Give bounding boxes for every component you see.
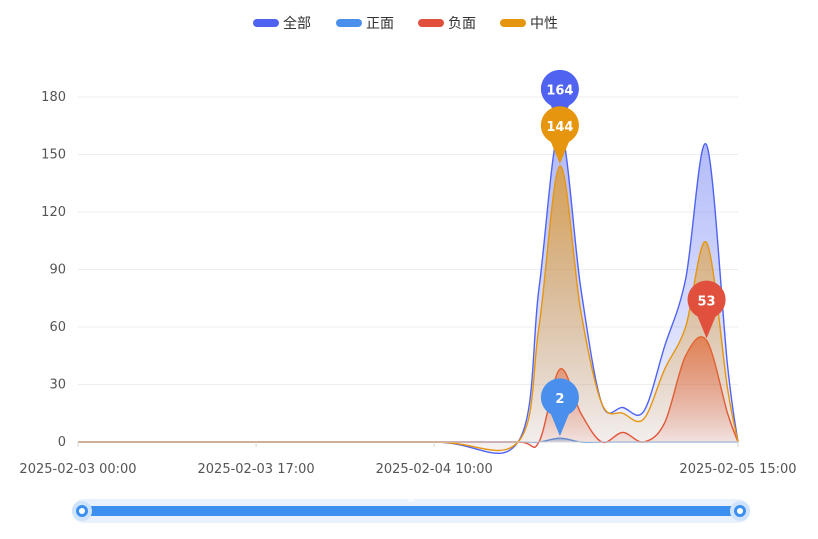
marker-pin[interactable]: 53: [687, 280, 726, 339]
legend[interactable]: 全部 正面 负面 中性: [253, 15, 558, 32]
series-layer: [78, 128, 739, 454]
x-tick-label: 2025-02-05 15:00: [679, 462, 796, 477]
legend-label: 中性: [530, 16, 558, 32]
marker-shape: [540, 106, 579, 164]
legend-item[interactable]: 全部: [253, 15, 311, 32]
y-tick-label: 30: [49, 378, 66, 393]
grid-lines: [78, 96, 738, 443]
y-tick-label: 60: [49, 320, 66, 335]
marker-pin[interactable]: 144: [540, 106, 579, 164]
marker-label: 164: [546, 84, 573, 99]
y-tick-label: 120: [41, 205, 66, 220]
x-tick-label: 2025-02-03 17:00: [198, 462, 315, 477]
data-zoom-slider[interactable]: [72, 498, 750, 523]
marker-pin[interactable]: 164: [540, 69, 579, 128]
markers-layer: 164 144 53 2: [540, 69, 726, 437]
legend-label: 正面: [366, 16, 394, 32]
legend-swatch: [336, 19, 362, 27]
legend-label: 全部: [283, 15, 311, 32]
series-area: [78, 129, 738, 454]
marker-shape: [687, 280, 726, 339]
y-tick-label: 150: [41, 148, 66, 163]
legend-item[interactable]: 负面: [418, 16, 476, 32]
legend-swatch: [253, 19, 279, 27]
zoom-range-bar[interactable]: [82, 506, 740, 516]
legend-item[interactable]: 中性: [500, 16, 558, 32]
marker-label: 53: [698, 294, 716, 309]
legend-item[interactable]: 正面: [336, 16, 394, 32]
series-line: [78, 128, 739, 454]
x-axis: 2025-02-03 00:00 2025-02-03 17:00 2025-02-…: [19, 441, 797, 477]
y-tick-label: 180: [41, 90, 66, 105]
legend-label: 负面: [448, 16, 476, 32]
series-line: [78, 165, 739, 452]
marker-pin[interactable]: 2: [540, 378, 579, 437]
marker-label: 144: [546, 120, 573, 135]
marker-shape: [540, 378, 579, 437]
y-tick-label: 0: [58, 435, 66, 450]
x-tick-label: 2025-02-04 10:00: [376, 462, 493, 477]
zoom-end-handle-dot: [737, 508, 743, 514]
x-tick-label: 2025-02-03 00:00: [19, 462, 136, 477]
zoom-start-handle-dot: [79, 508, 85, 514]
legend-swatch: [418, 19, 444, 27]
legend-swatch: [500, 19, 526, 27]
marker-shape: [540, 69, 579, 128]
y-axis: 0 30 60 90 120 150 180: [41, 90, 66, 450]
y-tick-label: 90: [49, 263, 66, 278]
marker-label: 2: [555, 392, 564, 407]
series-area: [78, 165, 738, 451]
